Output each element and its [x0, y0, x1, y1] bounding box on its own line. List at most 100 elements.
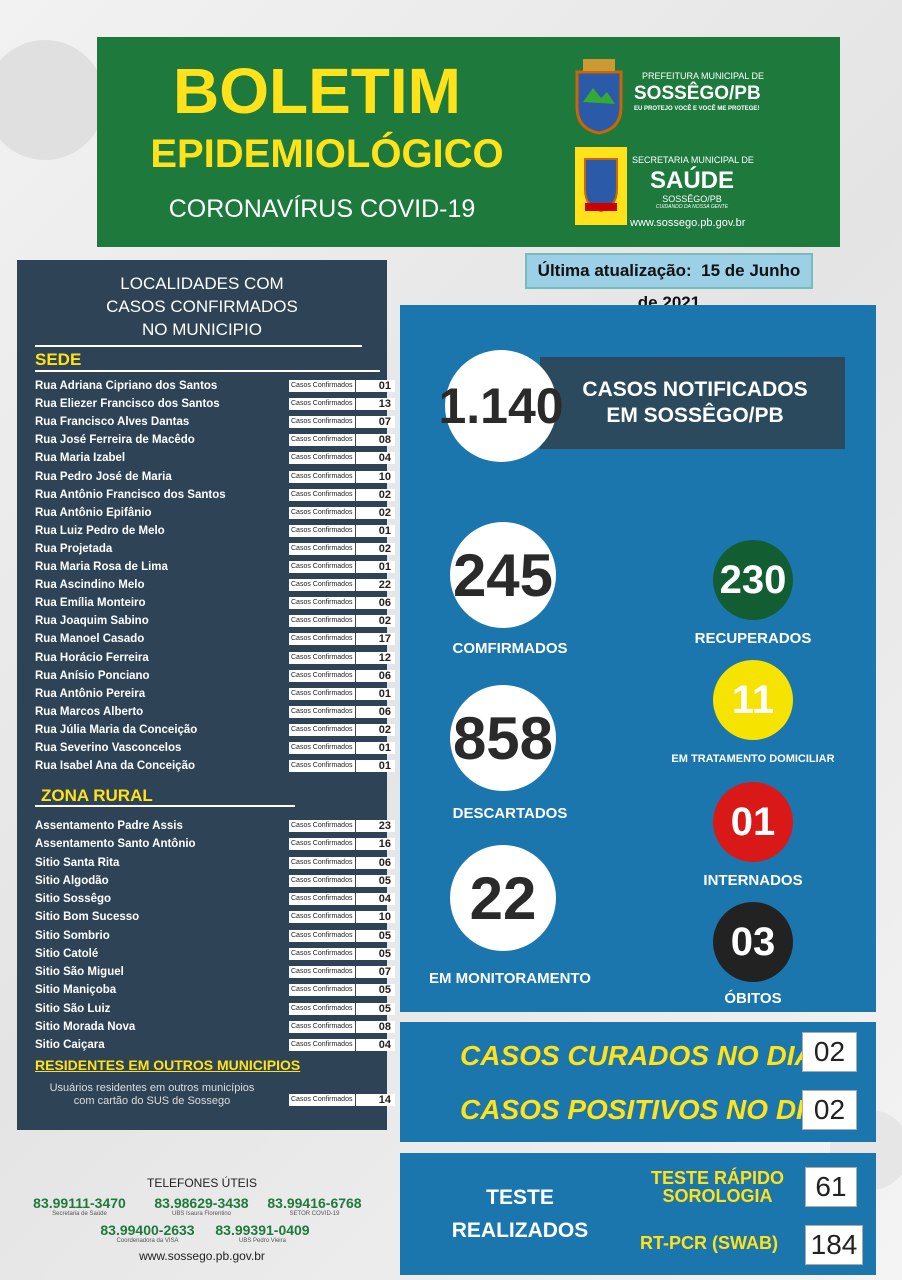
count-value: 02	[355, 723, 395, 736]
locality-row: Rua Maria Rosa de Lima Casos Confirmados 0…	[35, 560, 395, 575]
count-value: 05	[355, 984, 395, 997]
label-line: EM SOSSÊGO/PB	[606, 404, 784, 427]
pcr-value: 184	[805, 1225, 863, 1265]
locality-name: Rua Luiz Pedro de Melo	[35, 524, 165, 537]
count-value: 23	[355, 820, 395, 832]
locality-row: Rua Anísio Ponciano Casos Confirmados 06	[35, 669, 395, 684]
description-line: com cartão do SUS de Sossego	[73, 1095, 231, 1107]
locality-name: Rua Marcos Alberto	[35, 705, 144, 718]
locality-row: Rua Antônio Pereira Casos Confirmados 01	[35, 687, 395, 702]
title-line: LOCALIDADES COM	[120, 274, 284, 293]
count-label: Casos Confirmados	[289, 434, 355, 447]
monitoring-value: 22	[450, 845, 556, 951]
phone-description: Secretaria de Saúde	[52, 1211, 107, 1217]
locality-name: Sitio Algodão	[35, 874, 109, 887]
locality-row: Rua Francisco Alves Dantas Casos Confirma…	[35, 415, 395, 430]
count-label: Casos Confirmados	[289, 723, 355, 736]
locality-name: Rua Horácio Ferreira	[35, 651, 149, 664]
phone-number: 83.99391-0409	[215, 1222, 310, 1238]
count-value: 01	[355, 742, 395, 754]
phone: 83.99111-3470 Secretaria de Saúde	[17, 1195, 142, 1217]
phone-number: 83.99416-6768	[267, 1195, 362, 1211]
monitoring-label: EM MONITORAMENTO	[429, 970, 591, 987]
pcr-label: RT-PCR (SWAB)	[640, 1233, 778, 1253]
count-value: 10	[355, 911, 395, 924]
others-heading: RESIDENTES EM OUTROS MUNICIPIOS	[35, 1057, 301, 1073]
subtitle: EPIDEMIOLÓGICO	[150, 132, 504, 176]
count-value: 17	[355, 633, 395, 646]
locality-row: Sitio Maniçoba Casos Confirmados 05	[35, 983, 395, 998]
count-label: Casos Confirmados	[289, 760, 355, 773]
confirmed-value: 245	[450, 522, 556, 628]
count-value: 10	[355, 470, 395, 483]
count-label: Casos Confirmados	[289, 1039, 355, 1051]
health-logo	[575, 147, 627, 225]
update-label: Última atualização:	[537, 261, 692, 280]
locality-name: Sitio Sossêgo	[35, 893, 112, 905]
locality-row: Rua Antônio Epifânio Casos Confirmados 02	[35, 506, 395, 521]
notified-value: 1.140	[438, 350, 564, 462]
locality-row: Sitio Sossêgo Casos Confirmados 04	[35, 892, 395, 907]
count-value: 22	[355, 579, 395, 592]
phone-description: UBS Pedro Vieira	[239, 1238, 286, 1244]
count-value: 16	[355, 838, 395, 851]
header: BOLETIM EPIDEMIOLÓGICO CORONAVÍRUS COVID…	[97, 37, 840, 247]
locality-row: Sitio Algodão Casos Confirmados 05	[35, 874, 395, 889]
locality-row: Sitio Santa Rita Casos Confirmados 06	[35, 856, 395, 871]
count-label: Casos Confirmados	[289, 452, 355, 465]
count-value: 02	[355, 506, 395, 519]
count-label: Casos Confirmados	[289, 929, 355, 942]
locality-name: Rua Adriana Cipriano dos Santos	[35, 380, 218, 392]
description-line: Usuários residentes em outros municípios	[49, 1082, 255, 1094]
locality-name: Sitio Santa Rita	[35, 856, 120, 869]
count-value: 13	[355, 398, 395, 411]
count-value: 08	[355, 1020, 395, 1033]
locality-name: Sitio São Miguel	[35, 966, 124, 978]
locality-row: Rua Pedro José de Maria Casos Confirmados…	[35, 470, 395, 485]
locality-row: Sitio Caiçara Casos Confirmados 04	[35, 1038, 395, 1053]
locality-name: Rua Antônio Pereira	[35, 687, 146, 700]
locality-name: Rua Antônio Epifânio	[35, 506, 152, 519]
discarded-value: 858	[450, 685, 556, 791]
count-value: 08	[355, 434, 395, 447]
locality-row: Sitio Catolé Casos Confirmados 05	[35, 947, 395, 962]
locality-row: Assentamento Santo Antônio Casos Confirma…	[35, 837, 395, 852]
stats-panel: CASOS NOTIFICADOS EM SOSSÊGO/PB 1.140 245…	[400, 305, 876, 1012]
locality-row: Rua Antônio Francisco dos Santos Casos Co…	[35, 488, 395, 503]
title-line: CASOS CONFIRMADOS	[106, 297, 298, 316]
notified-banner	[540, 357, 845, 449]
count-label: Casos Confirmados	[289, 856, 355, 869]
locality-name: Sitio Sombrio	[35, 929, 110, 942]
others-description: Usuários residentes em outros municípios…	[37, 1082, 267, 1108]
localities-panel: LOCALIDADES COM CASOS CONFIRMADOS NO MUNIC…	[17, 260, 395, 1130]
prefeitura-slogan: EU PROTEJO VOCÊ E VOCÊ ME PROTEGE!	[634, 106, 760, 112]
count-value: 01	[355, 687, 395, 700]
count-value: 02	[355, 615, 395, 628]
discarded-label: DESCARTADOS	[452, 805, 568, 822]
locality-row: Assentamento Padre Assis Casos Confirmado…	[35, 819, 395, 834]
count-label: Casos Confirmados	[289, 615, 355, 628]
locality-row: Sitio São Miguel Casos Confirmados 07	[35, 965, 395, 980]
locality-row: Rua Eliezer Francisco dos Santos Casos Co…	[35, 397, 395, 412]
locality-row: Rua Isabel Ana da Conceição Casos Confirm…	[35, 759, 395, 774]
count-value: 06	[355, 856, 395, 869]
hospital-label: INTERNADOS	[703, 872, 803, 889]
tagline: CORONAVÍRUS COVID-19	[168, 195, 476, 223]
count-value: 04	[355, 1039, 395, 1051]
title-line: TESTE	[486, 1186, 554, 1209]
count-label: Casos Confirmados	[289, 820, 355, 832]
count-value: 07	[355, 416, 395, 429]
count-label: Casos Confirmados	[289, 947, 355, 960]
locality-name: Rua Eliezer Francisco dos Santos	[35, 398, 220, 411]
locality-row: Sitio Sombrio Casos Confirmados 05	[35, 929, 395, 944]
count-value: 01	[355, 760, 395, 773]
count-label: Casos Confirmados	[289, 966, 355, 978]
title-line: REALIZADOS	[451, 1219, 589, 1242]
rapid-value: 61	[805, 1167, 857, 1207]
locality-row: Sitio Bom Sucesso Casos Confirmados 10	[35, 910, 395, 925]
locality-row: Rua Emília Monteiro Casos Confirmados 06	[35, 596, 395, 611]
count-value: 05	[355, 947, 395, 960]
prefeitura-name: SOSSÊGO/PB	[634, 83, 761, 104]
count-label: Casos Confirmados	[289, 687, 355, 700]
count-value: 02	[355, 542, 395, 555]
